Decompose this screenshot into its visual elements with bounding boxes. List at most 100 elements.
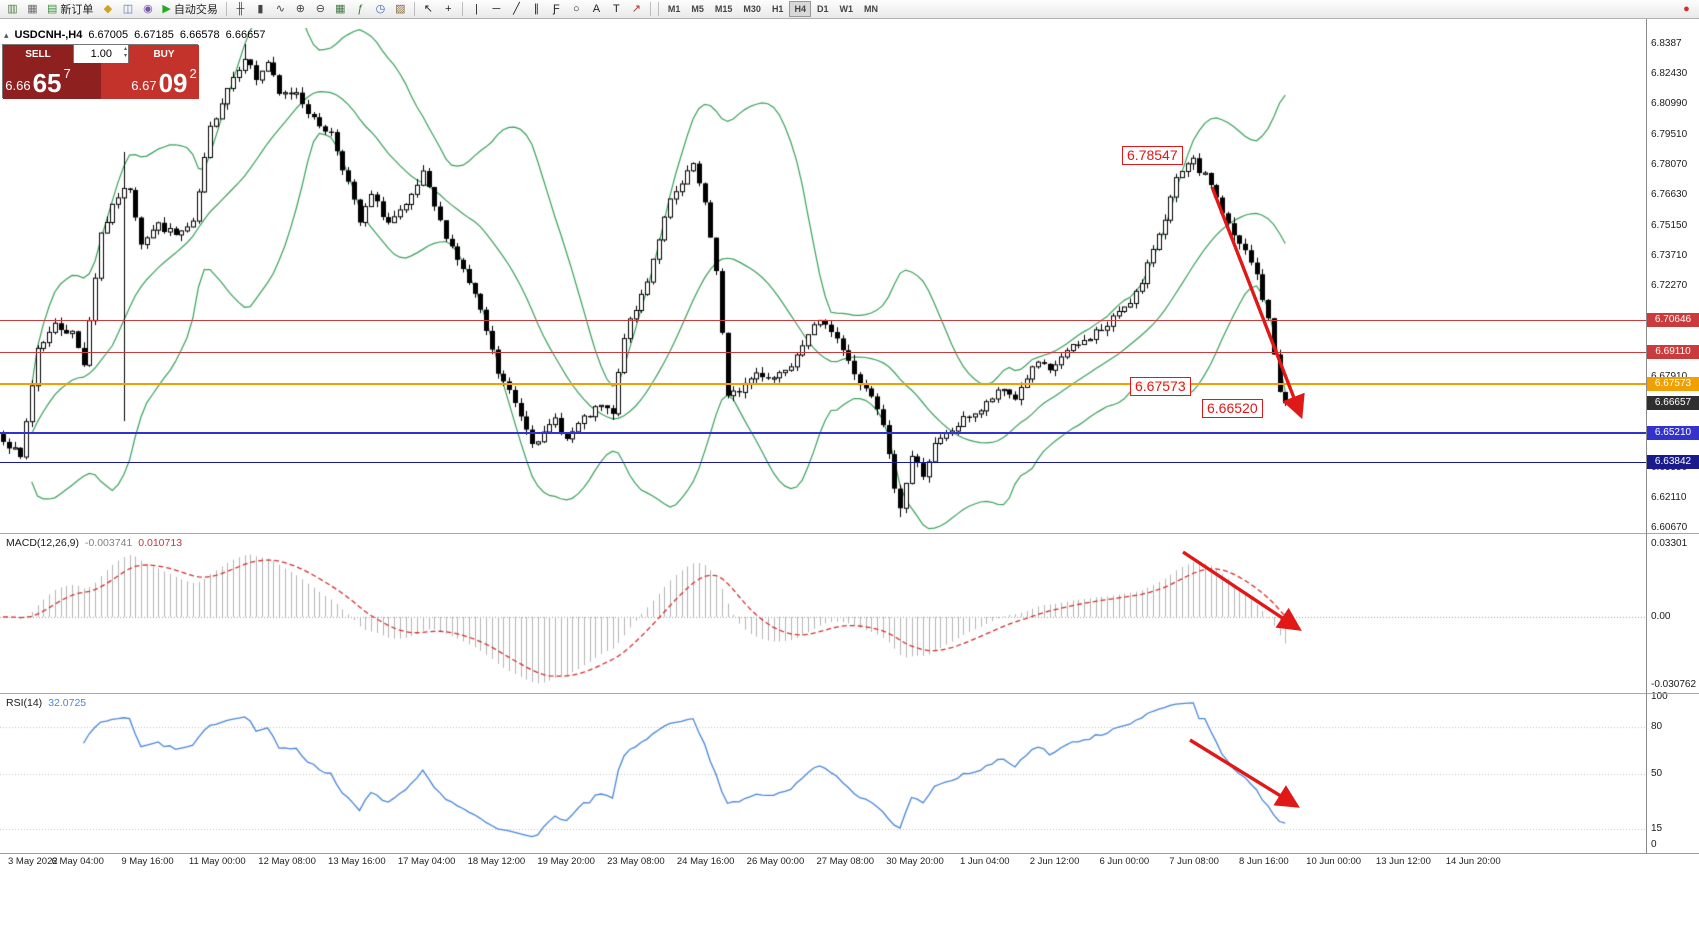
text-icon[interactable]: A	[587, 1, 606, 18]
autotrading-button: ▶	[162, 2, 171, 15]
timeframe-d1[interactable]: D1	[812, 1, 834, 17]
volume-stepper[interactable]: ▴ ▾	[123, 46, 127, 59]
price-annotation[interactable]: 6.66520	[1202, 399, 1263, 418]
timeframe-m15[interactable]: M15	[710, 1, 738, 17]
ohlc-low: 6.66578	[179, 29, 220, 41]
arrow-tool-icon[interactable]: ↗	[627, 1, 646, 18]
timeframe-m30[interactable]: M30	[738, 1, 766, 17]
time-axis-label: 8 Jun 16:00	[1239, 856, 1289, 867]
new-order-button[interactable]: ▤ 新订单	[43, 1, 97, 18]
price-line-badge: 6.63842	[1647, 455, 1699, 469]
tile-windows-icon[interactable]: ▦	[331, 1, 350, 18]
zoom-out-icon[interactable]: ⊖	[311, 1, 330, 18]
sell-price-button[interactable]: 6.66 65 7	[3, 63, 73, 99]
time-axis[interactable]	[0, 853, 1699, 941]
buy-price-button[interactable]: 6.67 09 2	[129, 63, 199, 99]
time-axis-label: 7 Jun 08:00	[1169, 856, 1219, 867]
rsi-axis-label: 100	[1651, 691, 1668, 702]
price-axis-label: 6.8387	[1651, 38, 1682, 50]
horizontal-line[interactable]	[0, 319, 1646, 321]
price-axis-label: 6.60670	[1651, 522, 1688, 534]
time-axis-label: 17 May 04:00	[397, 856, 456, 867]
main-macd-separator[interactable]	[0, 533, 1699, 534]
rsi-indicator-chart[interactable]	[0, 695, 1645, 853]
horizontal-line[interactable]	[0, 461, 1646, 463]
periods-icon[interactable]: ◷	[371, 1, 390, 18]
sell-price-big: 65	[32, 68, 62, 98]
price-annotation[interactable]: 6.67573	[1130, 377, 1191, 396]
one-click-trading-panel: SELL ▴▾ BUY 6.66 65 7 6.67 09 2	[2, 44, 199, 99]
text-label-icon: T	[613, 2, 620, 15]
main-price-chart[interactable]	[0, 28, 1645, 533]
time-axis-label: 6 Jun 00:00	[1099, 856, 1150, 867]
crosshair-icon[interactable]: +	[439, 1, 458, 18]
horizontal-line[interactable]	[0, 432, 1646, 435]
cursor-icon[interactable]: ↖	[419, 1, 438, 18]
ohlc-close: 6.66657	[225, 29, 266, 41]
new-order-button: ▤	[47, 2, 58, 15]
trendline-icon[interactable]: ╱	[507, 1, 526, 18]
price-annotation[interactable]: 6.78547	[1122, 146, 1183, 165]
price-axis-border	[1646, 19, 1647, 853]
price-axis-label: 6.67910	[1651, 371, 1687, 383]
expert-advisors-icon[interactable]: ◆	[98, 1, 117, 18]
macd-rsi-separator[interactable]	[0, 693, 1699, 694]
price-line-badge: 6.67573	[1647, 377, 1699, 392]
sell-button[interactable]: SELL	[3, 45, 73, 63]
macd-axis-label: 0.03301	[1651, 538, 1688, 550]
rsi-name: RSI(14)	[6, 697, 43, 709]
horizontal-line-icon: ─	[492, 2, 501, 15]
vertical-line-icon[interactable]: |	[467, 1, 486, 18]
status-icon[interactable]: ●	[1677, 1, 1696, 18]
terminal-icon: ◫	[122, 2, 134, 15]
profiles-icon[interactable]: ▦	[23, 1, 42, 18]
bar-chart-icon[interactable]: ╫	[231, 1, 250, 18]
fibonacci-icon[interactable]: Ƒ	[547, 1, 566, 18]
buy-button[interactable]: BUY	[129, 45, 199, 63]
shapes-icon[interactable]: ○	[567, 1, 586, 18]
cursor-icon: ↖	[423, 2, 433, 15]
status-dot-icon: ●	[1683, 2, 1690, 15]
new-chart-icon[interactable]: ▥	[3, 1, 22, 18]
price-axis-label: 6.82430	[1651, 68, 1688, 80]
rsi-label: RSI(14) 32.0725	[6, 697, 86, 709]
horizontal-line-icon[interactable]: ─	[487, 1, 506, 18]
line-chart-icon[interactable]: ∿	[271, 1, 290, 18]
current-price-badge: 6.66657	[1647, 396, 1699, 411]
timeframe-h1[interactable]: H1	[767, 1, 789, 17]
channel-icon[interactable]: ∥	[527, 1, 546, 18]
text-label-icon[interactable]: T	[607, 1, 626, 18]
trendline-icon: ╱	[513, 2, 520, 15]
timeframe-m5[interactable]: M5	[686, 1, 709, 17]
horizontal-line[interactable]	[0, 383, 1646, 386]
volume-input[interactable]	[74, 48, 114, 60]
macd-axis-label: 0.00	[1651, 610, 1671, 622]
macd-name: MACD(12,26,9)	[6, 537, 79, 549]
horizontal-line[interactable]	[0, 351, 1646, 353]
candlestick-chart-icon: ▮	[257, 2, 264, 15]
indicators-icon[interactable]: ƒ	[351, 1, 370, 18]
fibonacci-icon: Ƒ	[553, 2, 560, 15]
candlestick-chart-icon[interactable]: ▮	[251, 1, 270, 18]
time-axis-label: 18 May 12:00	[467, 856, 526, 867]
timeframe-w1[interactable]: W1	[834, 1, 858, 17]
time-axis-label: 6 May 04:00	[51, 856, 104, 867]
timeframe-m1[interactable]: M1	[663, 1, 686, 17]
time-axis-label: 2 Jun 12:00	[1029, 856, 1080, 867]
zoom-in-icon[interactable]: ⊕	[291, 1, 310, 18]
terminal-icon[interactable]: ◫	[118, 1, 137, 18]
zoom-out-icon: ⊖	[315, 2, 325, 15]
time-axis-label: 27 May 08:00	[816, 856, 875, 867]
new-chart-icon: ▥	[7, 2, 18, 15]
timeframe-mn[interactable]: MN	[859, 1, 883, 17]
strategy-tester-icon: ◉	[143, 2, 153, 15]
price-axis-label: 6.79510	[1651, 129, 1688, 141]
macd-indicator-chart[interactable]	[0, 536, 1645, 684]
chart-header: ▴ USDCNH-,H4 6.67005 6.67185 6.66578 6.6…	[4, 29, 265, 41]
templates-icon[interactable]: ▨	[391, 1, 410, 18]
timeframe-h4[interactable]: H4	[789, 1, 811, 17]
autotrading-button[interactable]: ▶ 自动交易	[158, 1, 221, 18]
price-axis-label: 6.76630	[1651, 189, 1688, 201]
strategy-tester-icon[interactable]: ◉	[138, 1, 157, 18]
one-click-expander-icon[interactable]: ▴	[4, 29, 9, 40]
